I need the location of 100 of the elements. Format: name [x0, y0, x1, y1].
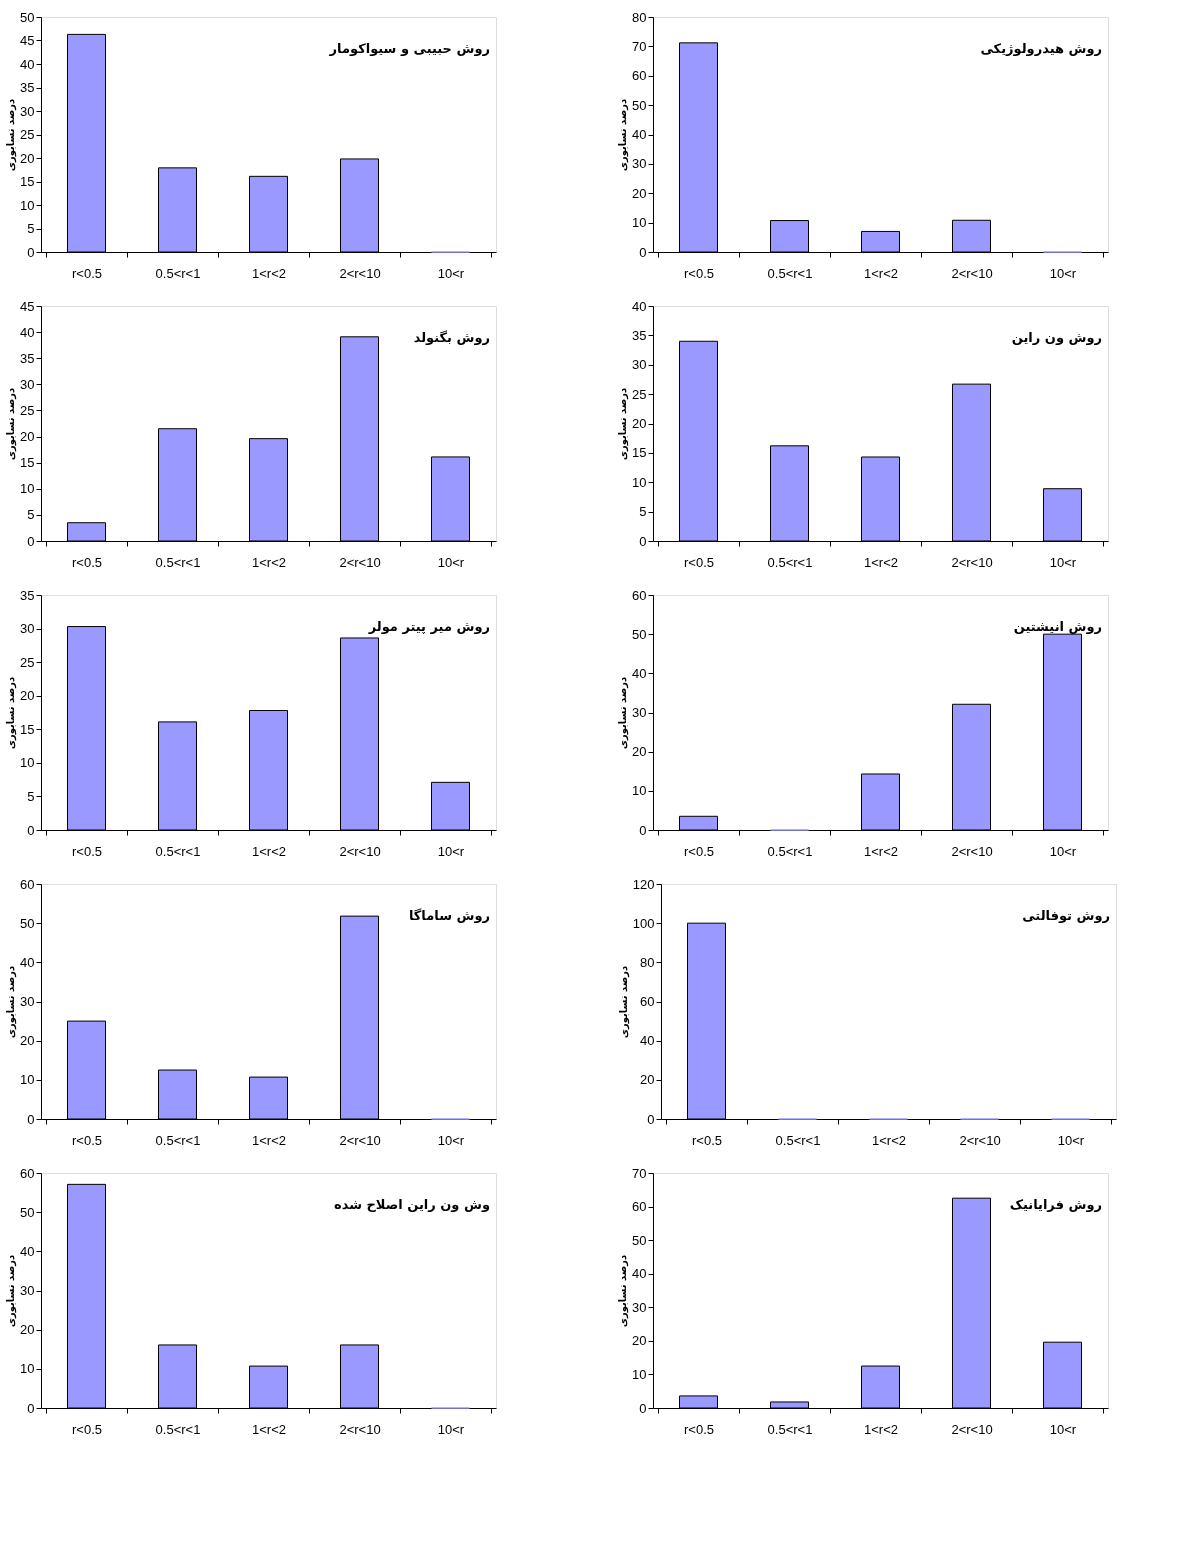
y-tick-label: 50: [20, 1204, 35, 1220]
y-tick-label: 0: [27, 822, 35, 838]
x-tick-label: 1<r<2: [864, 843, 898, 859]
y-axis-title: درصد نسابوری: [5, 1254, 18, 1328]
x-tick-label: r<0.5: [684, 265, 714, 281]
y-tick-label: 60: [632, 1199, 647, 1215]
y-tick-label: 0: [639, 244, 647, 260]
x-tick-label: 2<r<10: [951, 554, 993, 570]
y-tick-label: 60: [20, 876, 35, 892]
y-tick-label: 0: [27, 533, 35, 549]
y-tick-label: 10: [20, 481, 35, 497]
y-tick-label: 0: [647, 1111, 655, 1127]
y-tick-label: 20: [20, 429, 35, 445]
y-tick-label: 0: [639, 822, 647, 838]
y-tick-label: 30: [20, 994, 35, 1009]
y-tick-label: 0: [27, 244, 35, 260]
x-tick-label: 2<r<10: [951, 843, 993, 859]
y-tick-label: 10: [632, 1366, 647, 1382]
y-tick-label: 15: [632, 445, 647, 461]
y-tick-label: 0: [639, 1400, 647, 1416]
y-tick-label: 25: [20, 127, 35, 142]
y-tick-label: 30: [20, 103, 35, 119]
x-tick-label: r<0.5: [72, 1132, 102, 1148]
y-axis-title: درصد نسابوری: [5, 676, 18, 750]
y-tick-label: 80: [632, 9, 647, 25]
text: روش بگنولد: [413, 330, 490, 345]
y-tick-label: 50: [20, 9, 35, 25]
text: روش هیدرولوژیکی: [980, 41, 1102, 56]
x-tick-label: 2<r<10: [951, 265, 993, 281]
y-tick-label: 30: [632, 156, 647, 172]
x-tick-label: 10<r: [437, 1132, 465, 1148]
x-tick-label: 0.5<r<1: [155, 1132, 201, 1148]
x-tick-label: 2<r<10: [951, 1421, 993, 1437]
y-tick-label: 40: [632, 665, 647, 681]
y-tick-label: 5: [27, 221, 35, 236]
y-tick-label: 20: [20, 688, 35, 704]
x-tick-label: 0.5<r<1: [155, 554, 201, 570]
y-tick-label: 70: [632, 1165, 647, 1181]
text: روش انیشتین: [1013, 619, 1102, 634]
y-tick-label: 70: [632, 38, 647, 54]
y-tick-label: 60: [632, 68, 647, 84]
x-tick-label: 10<r: [1049, 843, 1077, 859]
y-tick-label: 50: [632, 97, 647, 113]
y-tick-label: 20: [20, 1322, 35, 1338]
y-tick-label: 35: [20, 587, 35, 603]
y-tick-label: 35: [20, 80, 35, 95]
y-tick-label: 40: [632, 298, 647, 314]
text: روش فرایانیک: [1009, 1197, 1102, 1212]
x-tick-label: 2<r<10: [339, 1132, 381, 1148]
y-tick-label: 20: [632, 185, 647, 201]
y-tick-label: 30: [20, 621, 35, 637]
y-tick-label: 30: [632, 705, 647, 720]
y-tick-label: 5: [27, 507, 35, 523]
y-tick-label: 20: [20, 150, 35, 166]
y-axis-title: درصد نسابوری: [5, 387, 18, 461]
x-tick-label: 2<r<10: [339, 554, 381, 570]
y-tick-label: 5: [27, 788, 35, 804]
y-tick-label: 40: [632, 127, 647, 142]
x-tick-label: 10<r: [437, 843, 465, 859]
y-tick-label: 40: [632, 1266, 647, 1282]
y-tick-label: 15: [20, 721, 35, 737]
x-tick-label: 10<r: [437, 1421, 465, 1437]
y-tick-label: 20: [632, 744, 647, 760]
x-tick-label: 1<r<2: [252, 1132, 286, 1148]
x-tick-label: 0.5<r<1: [767, 843, 813, 859]
text: روش توفالتی: [1022, 908, 1110, 923]
x-tick-label: r<0.5: [692, 1132, 722, 1148]
y-tick-label: 25: [632, 386, 647, 402]
y-tick-label: 25: [20, 654, 35, 670]
y-tick-label: 5: [639, 504, 647, 520]
x-tick-label: r<0.5: [72, 265, 102, 281]
y-tick-label: 50: [20, 915, 35, 931]
y-tick-label: 10: [632, 215, 647, 231]
x-tick-label: 10<r: [1049, 1421, 1077, 1437]
y-tick-label: 30: [20, 376, 35, 392]
y-tick-label: 10: [20, 755, 35, 771]
y-tick-label: 30: [632, 357, 647, 373]
x-tick-label: 0.5<r<1: [155, 1421, 201, 1437]
y-tick-label: 10: [20, 197, 35, 213]
x-tick-label: 1<r<2: [864, 265, 898, 281]
x-tick-label: 1<r<2: [252, 554, 286, 570]
x-tick-label: 0.5<r<1: [767, 265, 813, 281]
x-tick-label: 2<r<10: [339, 843, 381, 859]
x-tick-label: r<0.5: [72, 1421, 102, 1437]
y-tick-label: 20: [632, 416, 647, 431]
y-tick-label: 40: [20, 56, 35, 72]
y-tick-label: 0: [27, 1111, 35, 1127]
y-tick-label: 45: [20, 33, 35, 48]
y-tick-label: 50: [632, 1232, 647, 1248]
x-tick-label: r<0.5: [72, 554, 102, 570]
x-tick-label: r<0.5: [684, 554, 714, 570]
x-tick-label: 1<r<2: [872, 1132, 906, 1148]
x-tick-label: 1<r<2: [252, 843, 286, 859]
y-tick-label: 120: [632, 876, 655, 892]
y-tick-label: 15: [20, 455, 35, 471]
y-tick-label: 15: [20, 174, 35, 189]
x-tick-label: 0.5<r<1: [155, 265, 201, 281]
text: روش حبیبی و سیواکومار: [328, 41, 490, 56]
y-tick-label: 10: [632, 474, 647, 490]
text: وش ون راین اصلاح شده: [333, 1197, 490, 1212]
